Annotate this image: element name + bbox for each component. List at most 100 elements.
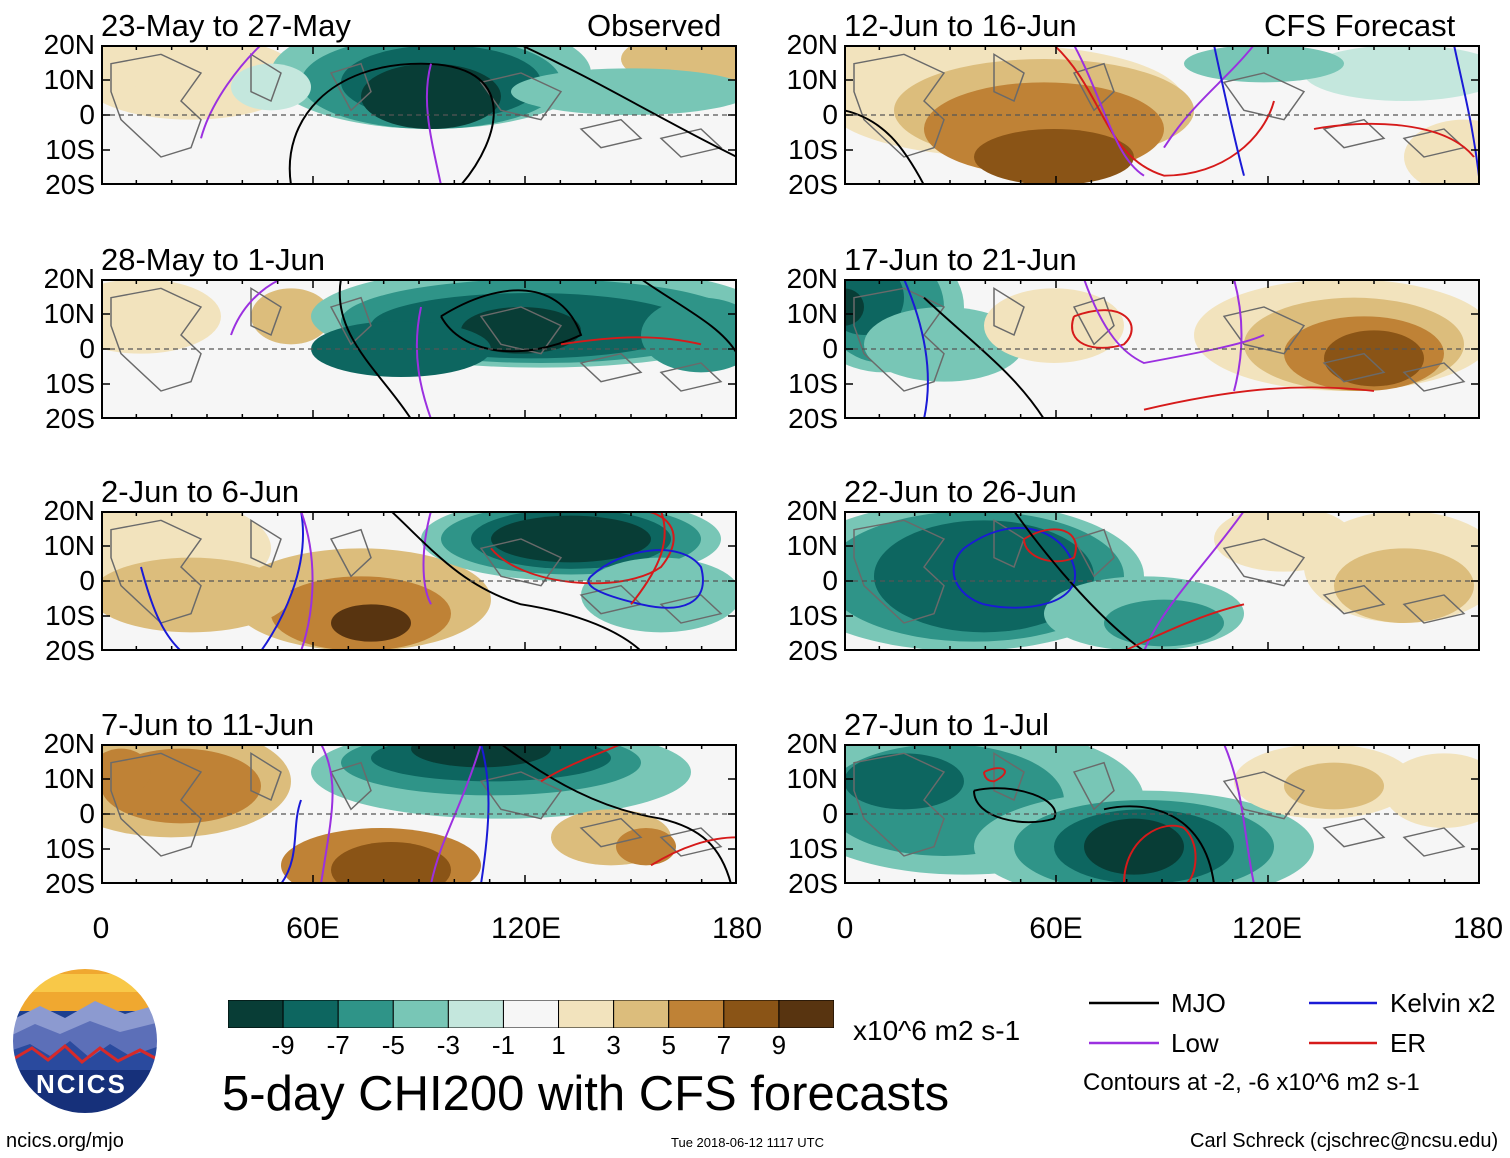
er-contour bbox=[1123, 824, 1197, 884]
anomaly-field-region bbox=[101, 748, 151, 796]
anomaly-field-region bbox=[1184, 45, 1344, 83]
x-tick-left-60e: 60E bbox=[286, 912, 340, 945]
anomaly-field-region bbox=[1284, 762, 1384, 810]
er-contour bbox=[630, 511, 666, 605]
coastline bbox=[1222, 538, 1306, 587]
y-tick-label: 20N bbox=[786, 495, 838, 526]
anomaly-field-region bbox=[984, 288, 1124, 363]
anomaly-field-region bbox=[511, 68, 737, 115]
low-contour bbox=[1073, 45, 1145, 177]
observed-label: Observed bbox=[587, 8, 722, 43]
anomaly-field-region bbox=[491, 515, 651, 563]
y-tick-label: 20S bbox=[788, 868, 838, 899]
colorbar-swatch bbox=[282, 1000, 339, 1028]
y-tick-label: 10S bbox=[45, 368, 95, 399]
er-contour bbox=[1143, 386, 1375, 411]
mjo-contour bbox=[1013, 511, 1145, 651]
map-panel bbox=[844, 45, 1480, 185]
low-contour bbox=[430, 744, 482, 884]
low-contour bbox=[422, 511, 432, 605]
coastline bbox=[479, 538, 563, 587]
coastline bbox=[1322, 584, 1386, 615]
low-contour bbox=[200, 45, 262, 139]
main-title: 5-day CHI200 with CFS forecasts bbox=[222, 1067, 950, 1121]
anomaly-field-region bbox=[101, 279, 221, 354]
anomaly-field-region bbox=[1384, 753, 1480, 828]
colorbar-swatch bbox=[668, 1000, 725, 1028]
x-tick-right-0: 0 bbox=[836, 912, 854, 945]
map-field bbox=[844, 511, 1480, 651]
coastline bbox=[479, 72, 563, 121]
coastline bbox=[1402, 594, 1466, 624]
coastline bbox=[110, 287, 203, 392]
coastline bbox=[479, 771, 563, 820]
colorbar-swatch bbox=[447, 1000, 504, 1028]
legend-kelvin-label: Kelvin x2 bbox=[1390, 988, 1496, 1018]
x-tick-left-0: 0 bbox=[92, 912, 110, 945]
y-tick-label: 10N bbox=[786, 763, 838, 794]
footer-author: Carl Schreck (cjschrec@ncsu.edu) bbox=[1190, 1130, 1499, 1152]
mjo-contour bbox=[973, 787, 1057, 824]
anomaly-field-region bbox=[251, 288, 331, 345]
coastline bbox=[579, 817, 643, 848]
anomaly-field-region bbox=[1214, 511, 1354, 572]
anomaly-field-region bbox=[1334, 548, 1474, 623]
coastline bbox=[993, 53, 1025, 102]
y-tick-label: 10N bbox=[786, 298, 838, 329]
coastline bbox=[1072, 761, 1115, 811]
panel-title-left-1: 28-May to 1-Jun bbox=[101, 242, 325, 277]
mjo-contour bbox=[640, 279, 737, 355]
coastline bbox=[1072, 62, 1115, 112]
y-tick-label: 20S bbox=[788, 635, 838, 666]
y-tick-label: 0 bbox=[79, 333, 95, 364]
coastline bbox=[329, 62, 372, 112]
coastline bbox=[250, 287, 282, 336]
colorbar-swatch bbox=[613, 1000, 670, 1028]
y-tick-label: 10N bbox=[43, 763, 95, 794]
low-contour bbox=[415, 306, 432, 419]
er-contour bbox=[540, 744, 622, 783]
colorbar-tick-label: -9 bbox=[271, 1030, 295, 1060]
panel-title-left-0: 23-May to 27-May bbox=[101, 8, 351, 43]
panel-title-right-3: 27-Jun to 1-Jul bbox=[844, 707, 1050, 742]
y-tick-label: 10N bbox=[786, 530, 838, 561]
colorbar-tick-label: 5 bbox=[661, 1030, 676, 1060]
y-tick-label: 10S bbox=[45, 134, 95, 165]
y-tick-label: 20S bbox=[45, 635, 95, 666]
panel-title-right-1: 17-Jun to 21-Jun bbox=[844, 242, 1077, 277]
anomaly-field-region bbox=[1104, 599, 1224, 647]
y-tick-label: 20N bbox=[43, 728, 95, 759]
y-tick-label: 10S bbox=[45, 600, 95, 631]
y-tick-label: 20N bbox=[786, 263, 838, 294]
map-field bbox=[844, 744, 1480, 884]
anomaly-field-region bbox=[1324, 330, 1424, 387]
coastline bbox=[1322, 118, 1386, 149]
coastline bbox=[250, 53, 282, 102]
map-field bbox=[101, 279, 737, 419]
coastline bbox=[1072, 528, 1115, 578]
y-tick-label: 10S bbox=[788, 833, 838, 864]
anomaly-field-region bbox=[361, 63, 501, 129]
coastline bbox=[659, 362, 723, 392]
y-tick-label: 0 bbox=[822, 565, 838, 596]
y-tick-label: 0 bbox=[79, 565, 95, 596]
coastline bbox=[579, 352, 643, 383]
footer-url[interactable]: ncics.org/mjo bbox=[6, 1130, 124, 1152]
er-contour bbox=[1053, 45, 1275, 177]
mjo-contour bbox=[500, 744, 732, 884]
low-contour bbox=[1083, 279, 1265, 364]
mjo-contour bbox=[338, 279, 412, 419]
ncics-logo bbox=[11, 967, 159, 1115]
coastline bbox=[1402, 362, 1466, 392]
mjo-contour bbox=[390, 511, 642, 651]
colorbar bbox=[228, 1000, 834, 1028]
coastline bbox=[1402, 827, 1466, 857]
coastline bbox=[853, 752, 946, 857]
er-contour bbox=[560, 336, 702, 346]
anomaly-field-region bbox=[231, 63, 311, 111]
anomaly-field-region bbox=[331, 604, 411, 642]
y-tick-label: 20S bbox=[788, 403, 838, 434]
colorbar-tick-label: 1 bbox=[551, 1030, 566, 1060]
map-panel bbox=[844, 744, 1480, 884]
coastline bbox=[1222, 72, 1306, 121]
